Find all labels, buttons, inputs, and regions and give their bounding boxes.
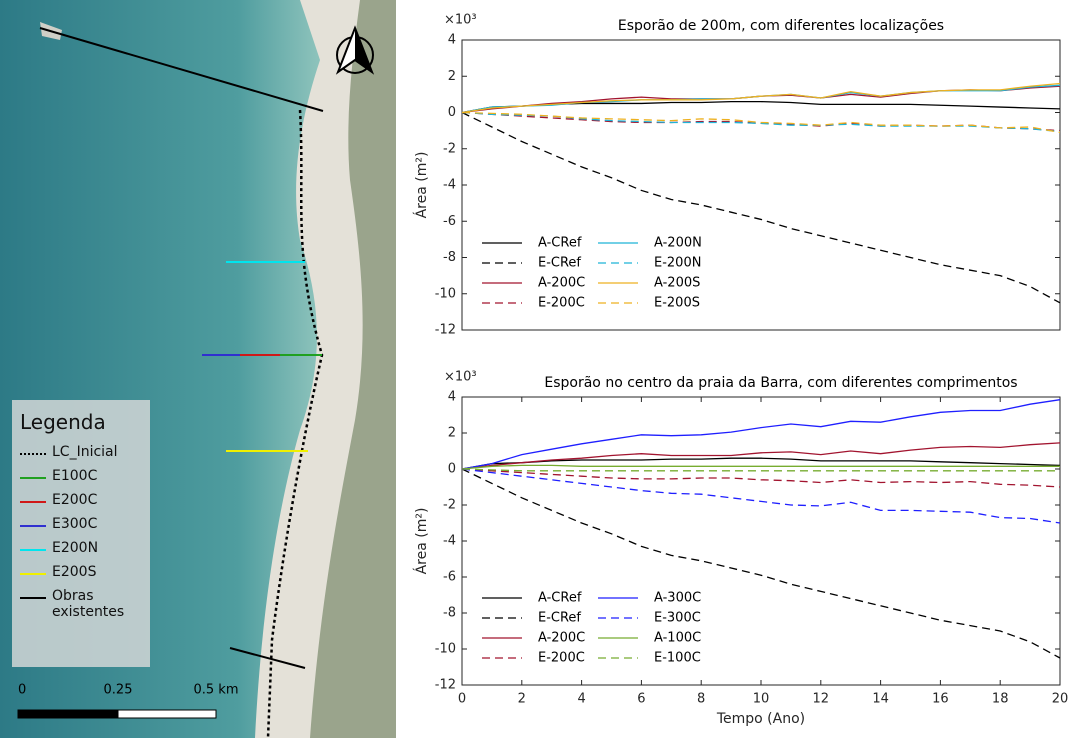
scale-label: 0.5 km (194, 683, 239, 698)
y-tick-label: 2 (448, 69, 456, 84)
legend-label: E-CRef (538, 611, 581, 626)
x-tick-label: 16 (932, 692, 949, 707)
legend-label: E-100C (654, 651, 701, 666)
legend-label: A-200N (654, 236, 702, 251)
x-tick-label: 6 (637, 692, 645, 707)
x-tick-label: 12 (813, 692, 830, 707)
x-tick-label: 0 (458, 692, 466, 707)
legend-label: LC_Inicial (52, 444, 118, 460)
legend-label: Obras existentes (52, 588, 132, 620)
scale-bar (18, 710, 118, 718)
map-legend: Legenda LC_Inicial E100C E200C E300C E20… (12, 400, 150, 667)
y-tick-label: 4 (448, 390, 456, 405)
y-tick-label: 0 (448, 462, 456, 477)
legend-item: E300C (20, 516, 142, 532)
x-tick-label: 2 (518, 692, 526, 707)
x-tick-label: 10 (753, 692, 770, 707)
y-tick-label: -6 (443, 570, 456, 585)
legend-label: E200C (52, 492, 97, 508)
y-tick-label: -12 (435, 678, 456, 693)
scale-label: 0.25 (104, 683, 133, 698)
legend-label: E-CRef (538, 256, 581, 271)
y-tick-label: 4 (448, 33, 456, 48)
legend-label: A-CRef (538, 591, 582, 606)
y-tick-label: -10 (435, 642, 456, 657)
legend-item: LC_Inicial (20, 444, 142, 460)
x-tick-label: 20 (1052, 692, 1069, 707)
legend-item: Obras existentes (20, 588, 142, 620)
legend-label: E100C (52, 468, 97, 484)
x-tick-label: 14 (872, 692, 889, 707)
legend-item: E200C (20, 492, 142, 508)
y-tick-label: -4 (443, 178, 456, 193)
scale-bar (118, 710, 216, 718)
x-tick-label: 18 (992, 692, 1009, 707)
legend-label: E-300C (654, 611, 701, 626)
y-tick-label: -6 (443, 214, 456, 229)
legend-label: A-200C (538, 631, 585, 646)
y-tick-label: 2 (448, 426, 456, 441)
chart-title: Esporão de 200m, com diferentes localiza… (618, 18, 944, 34)
charts: -12 -10 -8 -6 -4 -2 0 2 4 Esporão de 200m, com di… (396, 0, 1069, 738)
chart-title: Esporão no centro da praia da Barra, com… (544, 375, 1017, 391)
y-tick-label: -8 (443, 606, 456, 621)
x-tick-label: 8 (697, 692, 705, 707)
y-tick-label: -2 (443, 498, 456, 513)
legend-label: E-200N (654, 256, 701, 271)
y-tick-label: -4 (443, 534, 456, 549)
legend-label: E300C (52, 516, 97, 532)
legend-label: A-300C (654, 591, 701, 606)
y-tick-label: -2 (443, 141, 456, 156)
legend-item: E200N (20, 540, 142, 556)
legend-label: A-CRef (538, 236, 582, 251)
y-axis-label: Área (m²) (413, 152, 430, 219)
y-tick-label: 0 (448, 105, 456, 120)
page: 0 0.25 0.5 km Legenda LC_Inicial E100C E… (0, 0, 1069, 738)
legend-label: E-200S (654, 296, 700, 311)
legend-item: E200S (20, 564, 142, 580)
legend-label: E-200C (538, 651, 585, 666)
y-exponent: ×10³ (444, 13, 477, 28)
y-tick-label: -10 (435, 286, 456, 301)
scale-label: 0 (18, 683, 26, 698)
x-axis-label: Tempo (Ano) (716, 711, 805, 727)
legend-label: E-200C (538, 296, 585, 311)
y-tick-label: -8 (443, 250, 456, 265)
legend-label: A-100C (654, 631, 701, 646)
legend-label: E200S (52, 564, 96, 580)
legend-title: Legenda (20, 410, 142, 434)
x-tick-label: 4 (577, 692, 585, 707)
y-axis-label: Área (m²) (413, 508, 430, 575)
legend-item: E100C (20, 468, 142, 484)
legend-label: A-200S (654, 276, 700, 291)
legend-label: A-200C (538, 276, 585, 291)
legend-label: E200N (52, 540, 98, 556)
y-exponent: ×10³ (444, 370, 477, 385)
y-tick-label: -12 (435, 323, 456, 338)
